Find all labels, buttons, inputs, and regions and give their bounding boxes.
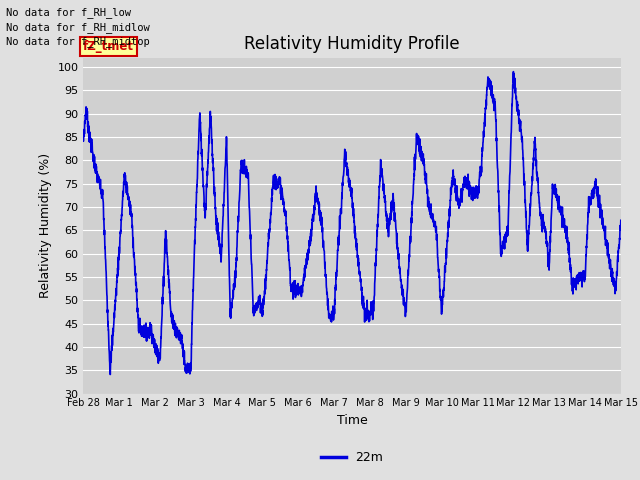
Text: No data for f_RH_low: No data for f_RH_low — [6, 7, 131, 18]
Text: No data for f_RH_midtop: No data for f_RH_midtop — [6, 36, 150, 47]
Text: fZ_tmet: fZ_tmet — [83, 40, 134, 53]
Title: Relativity Humidity Profile: Relativity Humidity Profile — [244, 35, 460, 53]
X-axis label: Time: Time — [337, 414, 367, 427]
Legend: 22m: 22m — [316, 446, 388, 469]
Y-axis label: Relativity Humidity (%): Relativity Humidity (%) — [39, 153, 52, 298]
Text: No data for f_RH_midlow: No data for f_RH_midlow — [6, 22, 150, 33]
